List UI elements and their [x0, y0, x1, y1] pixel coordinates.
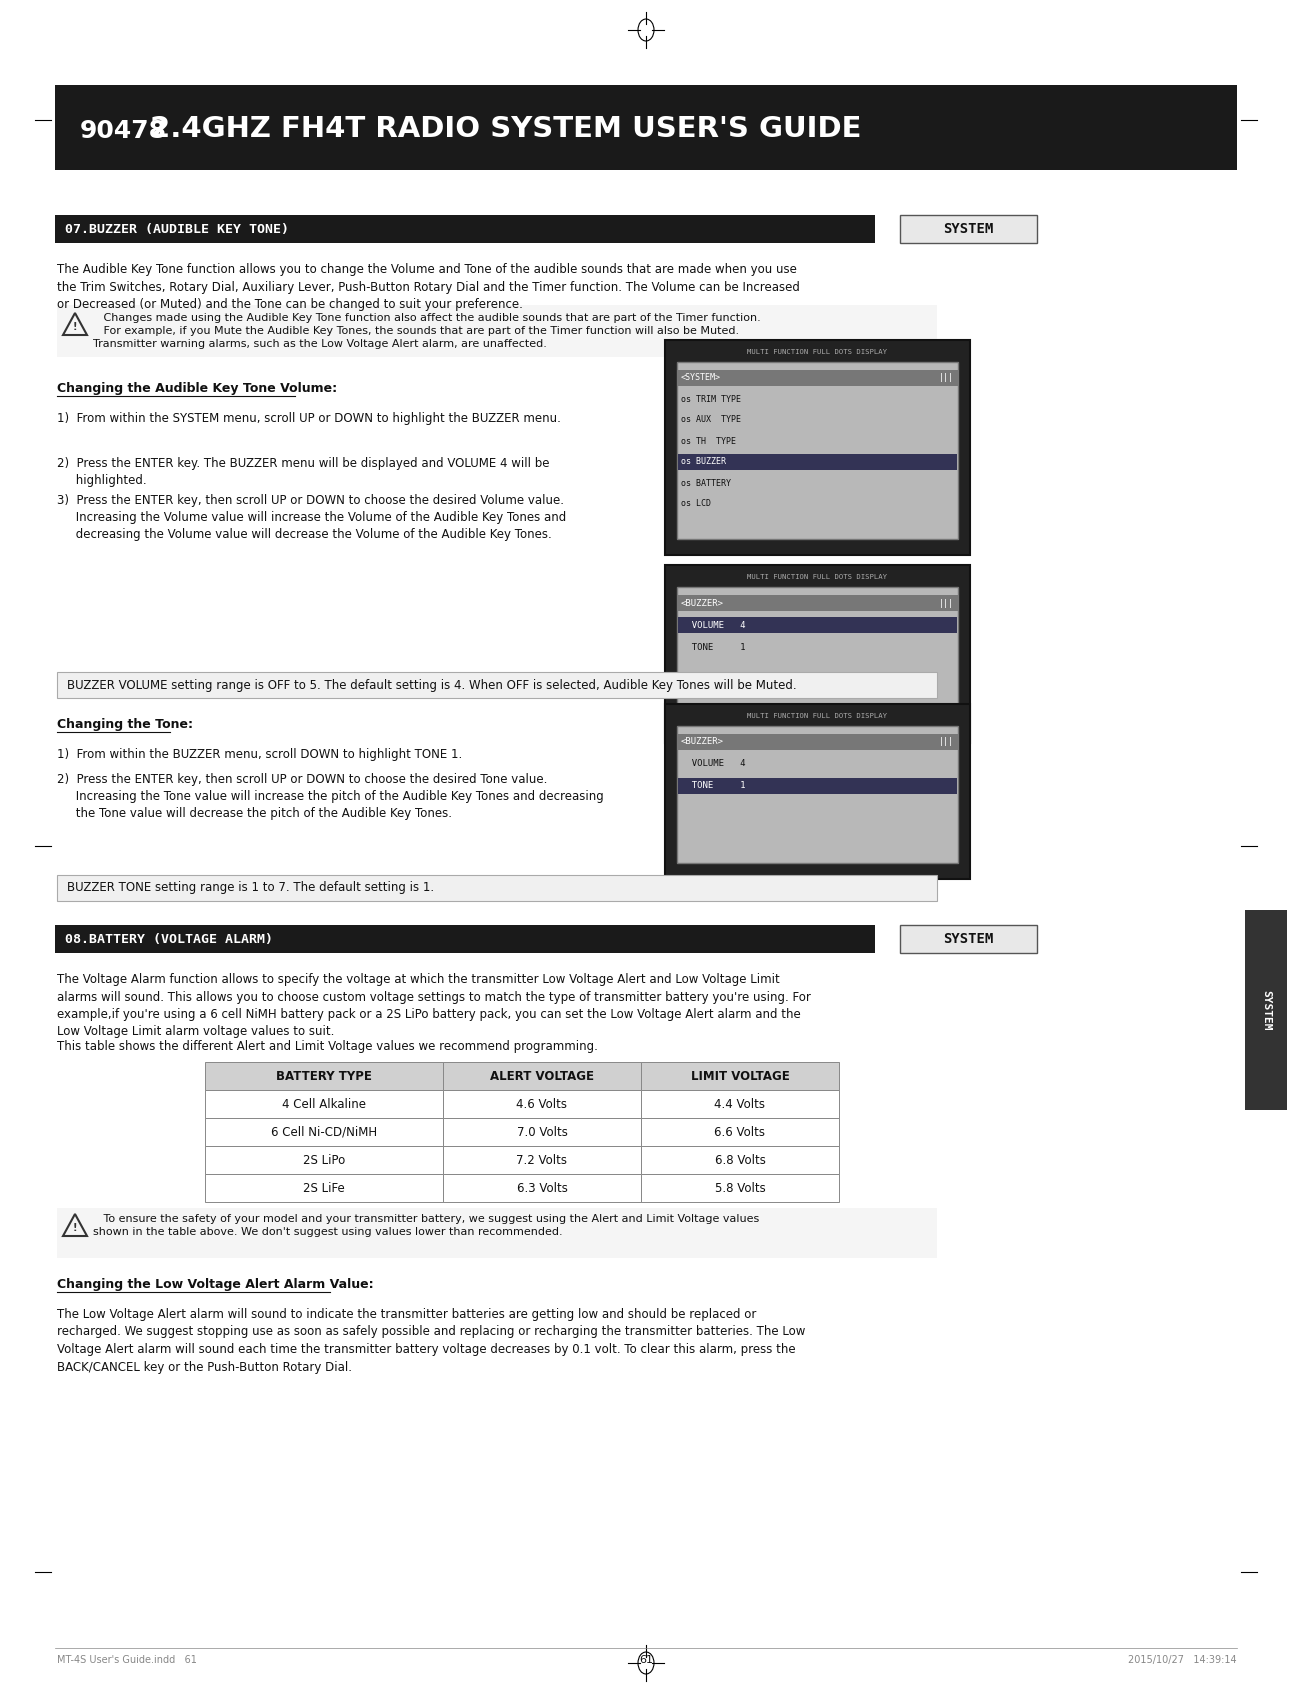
Bar — [677, 587, 957, 726]
Text: 2.4GHZ FH4T RADIO SYSTEM USER'S GUIDE: 2.4GHZ FH4T RADIO SYSTEM USER'S GUIDE — [140, 115, 862, 142]
Bar — [443, 1062, 641, 1090]
Bar — [57, 305, 937, 357]
Bar — [57, 875, 937, 901]
Text: BUZZER VOLUME setting range is OFF to 5. The default setting is 4. When OFF is s: BUZZER VOLUME setting range is OFF to 5.… — [67, 679, 797, 691]
Text: Changing the Tone:: Changing the Tone: — [57, 718, 193, 731]
Text: 08.BATTERY (VOLTAGE ALARM): 08.BATTERY (VOLTAGE ALARM) — [65, 933, 273, 945]
Text: Changing the Audible Key Tone Volume:: Changing the Audible Key Tone Volume: — [57, 383, 337, 394]
Bar — [443, 1090, 641, 1117]
Text: 2S LiPo: 2S LiPo — [302, 1153, 345, 1166]
Bar — [641, 1173, 839, 1202]
Text: <BUZZER>: <BUZZER> — [681, 738, 724, 747]
Text: 2S LiFe: 2S LiFe — [304, 1182, 345, 1195]
Bar — [901, 924, 1037, 953]
Text: <SYSTEM>: <SYSTEM> — [681, 374, 721, 383]
Text: 2)  Press the ENTER key. The BUZZER menu will be displayed and VOLUME 4 will be
: 2) Press the ENTER key. The BUZZER menu … — [57, 457, 549, 488]
Bar — [1245, 911, 1287, 1111]
Text: os LCD: os LCD — [681, 499, 711, 508]
Text: TONE     1: TONE 1 — [681, 782, 745, 791]
Bar — [901, 215, 1037, 244]
Text: !: ! — [72, 322, 78, 332]
Text: To ensure the safety of your model and your transmitter battery, we suggest usin: To ensure the safety of your model and y… — [93, 1214, 760, 1238]
Bar — [665, 340, 970, 555]
Text: The Low Voltage Alert alarm will sound to indicate the transmitter batteries are: The Low Voltage Alert alarm will sound t… — [57, 1309, 805, 1373]
Bar — [677, 735, 957, 750]
Bar — [443, 1117, 641, 1146]
Text: ALERT VOLTAGE: ALERT VOLTAGE — [490, 1070, 594, 1082]
Text: |||: ||| — [939, 374, 953, 383]
Text: os BUZZER: os BUZZER — [681, 457, 726, 467]
Text: os BATTERY: os BATTERY — [681, 479, 731, 488]
Bar — [57, 672, 937, 698]
Text: 3)  Press the ENTER key, then scroll UP or DOWN to choose the desired Volume val: 3) Press the ENTER key, then scroll UP o… — [57, 494, 566, 542]
Text: 6.8 Volts: 6.8 Volts — [714, 1153, 765, 1166]
Bar — [665, 565, 970, 743]
Bar — [678, 779, 957, 794]
Text: BUZZER TONE setting range is 1 to 7. The default setting is 1.: BUZZER TONE setting range is 1 to 7. The… — [67, 882, 434, 894]
Text: The Voltage Alarm function allows to specify the voltage at which the transmitte: The Voltage Alarm function allows to spe… — [57, 973, 811, 1038]
Bar — [56, 924, 875, 953]
Bar — [677, 371, 957, 386]
Bar — [443, 1173, 641, 1202]
Text: MULTI FUNCTION FULL DOTS DISPLAY: MULTI FUNCTION FULL DOTS DISPLAY — [747, 713, 888, 720]
Text: MULTI FUNCTION FULL DOTS DISPLAY: MULTI FUNCTION FULL DOTS DISPLAY — [747, 574, 888, 581]
Bar — [205, 1146, 443, 1173]
Text: SYSTEM: SYSTEM — [943, 222, 994, 235]
Text: Changes made using the Audible Key Tone function also affect the audible sounds : Changes made using the Audible Key Tone … — [93, 313, 761, 349]
Bar — [57, 1209, 937, 1258]
Text: 6 Cell Ni-CD/NiMH: 6 Cell Ni-CD/NiMH — [271, 1126, 377, 1138]
Text: 07.BUZZER (AUDIBLE KEY TONE): 07.BUZZER (AUDIBLE KEY TONE) — [65, 222, 289, 235]
Bar — [205, 1173, 443, 1202]
Bar — [205, 1117, 443, 1146]
Text: LIMIT VOLTAGE: LIMIT VOLTAGE — [691, 1070, 789, 1082]
Text: 61: 61 — [640, 1656, 652, 1664]
Text: 6.3 Volts: 6.3 Volts — [517, 1182, 567, 1195]
Bar — [443, 1146, 641, 1173]
Bar — [641, 1146, 839, 1173]
Text: MT-4S User's Guide.indd   61: MT-4S User's Guide.indd 61 — [57, 1656, 196, 1664]
Text: 2)  Press the ENTER key, then scroll UP or DOWN to choose the desired Tone value: 2) Press the ENTER key, then scroll UP o… — [57, 774, 603, 819]
Text: SYSTEM: SYSTEM — [943, 933, 994, 946]
Text: 1)  From within the SYSTEM menu, scroll UP or DOWN to highlight the BUZZER menu.: 1) From within the SYSTEM menu, scroll U… — [57, 411, 561, 425]
Bar — [56, 215, 875, 244]
Text: 7.2 Volts: 7.2 Volts — [517, 1153, 567, 1166]
Text: TONE     1: TONE 1 — [681, 643, 745, 652]
Text: VOLUME   4: VOLUME 4 — [681, 760, 745, 769]
Text: Changing the Low Voltage Alert Alarm Value:: Changing the Low Voltage Alert Alarm Val… — [57, 1278, 373, 1292]
Bar — [56, 85, 1236, 169]
Bar — [205, 1090, 443, 1117]
Text: 90478: 90478 — [80, 119, 167, 142]
Text: 1)  From within the BUZZER menu, scroll DOWN to highlight TONE 1.: 1) From within the BUZZER menu, scroll D… — [57, 748, 463, 760]
Text: 2015/10/27   14:39:14: 2015/10/27 14:39:14 — [1128, 1656, 1236, 1664]
Text: !: ! — [72, 1222, 78, 1233]
Bar — [678, 454, 957, 471]
Bar — [665, 704, 970, 879]
Text: 4.4 Volts: 4.4 Volts — [714, 1097, 765, 1111]
Bar — [678, 616, 957, 633]
Bar — [677, 362, 957, 538]
Bar — [677, 726, 957, 863]
Text: os TRIM TYPE: os TRIM TYPE — [681, 394, 742, 403]
Text: os TH  TYPE: os TH TYPE — [681, 437, 736, 445]
Text: SYSTEM: SYSTEM — [1261, 990, 1271, 1031]
Text: MULTI FUNCTION FULL DOTS DISPLAY: MULTI FUNCTION FULL DOTS DISPLAY — [747, 349, 888, 356]
Text: <BUZZER>: <BUZZER> — [681, 599, 724, 608]
Text: 4 Cell Alkaline: 4 Cell Alkaline — [282, 1097, 366, 1111]
Text: |||: ||| — [939, 599, 953, 608]
Text: 7.0 Volts: 7.0 Volts — [517, 1126, 567, 1138]
Text: This table shows the different Alert and Limit Voltage values we recommend progr: This table shows the different Alert and… — [57, 1040, 598, 1053]
Bar — [641, 1090, 839, 1117]
Text: VOLUME   4: VOLUME 4 — [681, 621, 745, 630]
Bar — [205, 1062, 443, 1090]
Text: |||: ||| — [939, 738, 953, 747]
Text: os AUX  TYPE: os AUX TYPE — [681, 415, 742, 425]
Bar — [641, 1117, 839, 1146]
Text: 4.6 Volts: 4.6 Volts — [517, 1097, 567, 1111]
Bar — [641, 1062, 839, 1090]
Text: The Audible Key Tone function allows you to change the Volume and Tone of the au: The Audible Key Tone function allows you… — [57, 262, 800, 312]
Text: 6.6 Volts: 6.6 Volts — [714, 1126, 765, 1138]
Bar — [677, 594, 957, 611]
Text: 5.8 Volts: 5.8 Volts — [714, 1182, 765, 1195]
Text: BATTERY TYPE: BATTERY TYPE — [276, 1070, 372, 1082]
